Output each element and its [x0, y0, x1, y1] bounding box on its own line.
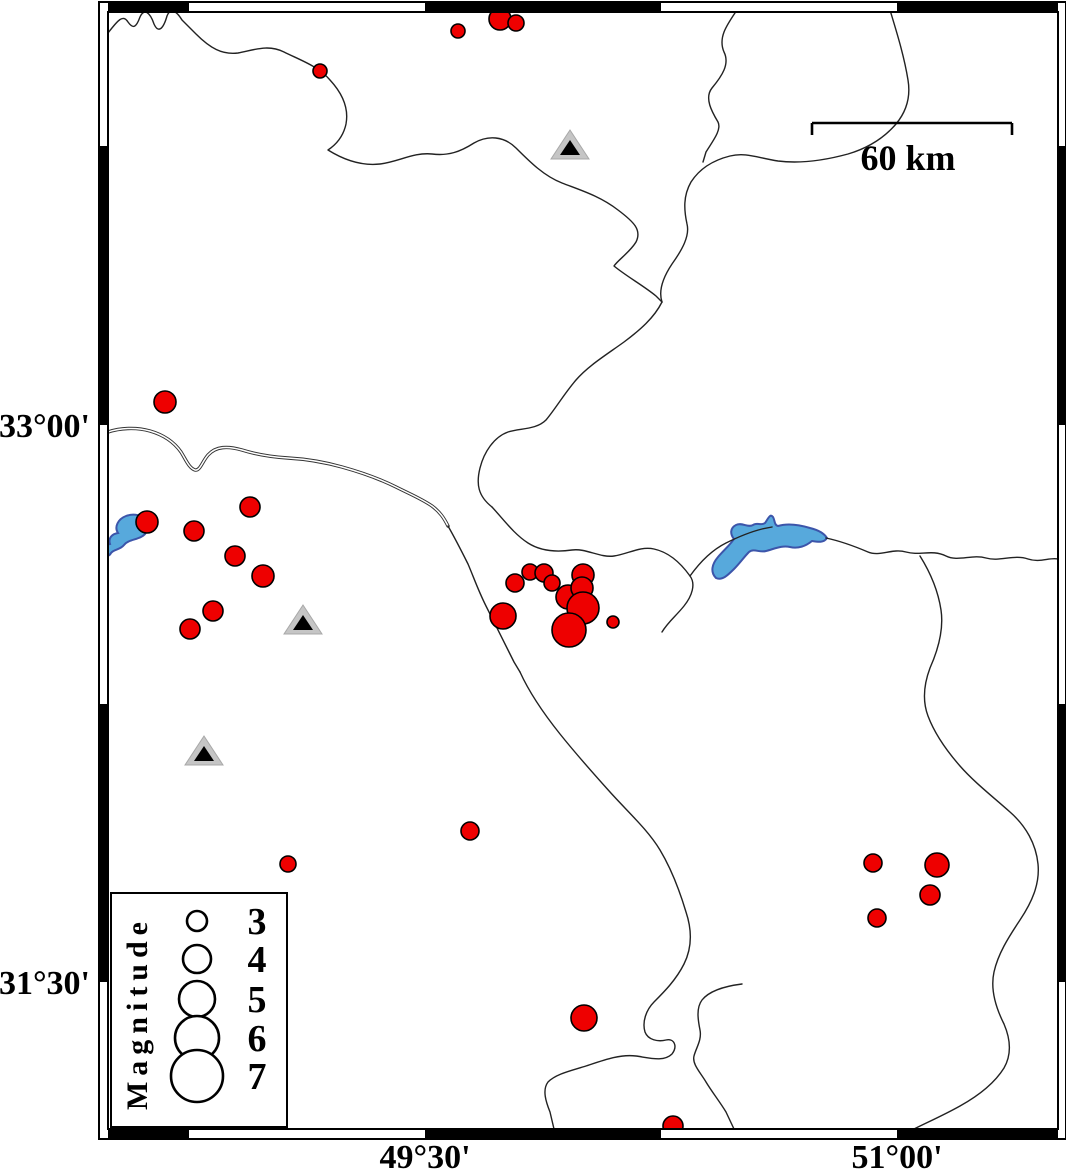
earthquake-marker: [489, 602, 517, 630]
earthquake-marker: [924, 852, 950, 878]
legend-magnitude-circle: [185, 909, 209, 933]
frame-seg: [1058, 704, 1066, 982]
border-line-south: [519, 671, 691, 1129]
legend-value-5: 5: [248, 979, 267, 1021]
earthquake-marker: [606, 615, 620, 629]
earthquake-marker: [507, 14, 525, 32]
border-lines-layer: [108, 12, 1058, 1129]
earthquake-marker: [662, 1115, 684, 1129]
legend-value-7: 7: [248, 1056, 267, 1098]
station-triangle-inner: [560, 140, 580, 155]
lake-large: [711, 514, 829, 580]
frame-seg: [99, 146, 108, 425]
border-line-central-west: [477, 301, 663, 508]
axis-label-lat-33: 33°00': [0, 408, 90, 445]
frame-seg: [108, 2, 189, 12]
earthquake-marker: [202, 600, 224, 622]
earthquake-marker: [251, 564, 275, 588]
earthquake-marker: [460, 821, 480, 841]
earthquake-marker: [224, 545, 246, 567]
earthquake-marker: [551, 612, 587, 648]
earthquake-marker: [570, 1004, 598, 1032]
frame-band-left: [99, 2, 108, 1139]
legend-magnitude-circle: [181, 943, 213, 975]
frame-seg: [897, 2, 1058, 12]
scale-bar: 60 km: [810, 121, 1014, 178]
frame-outer-line: [98, 1, 1066, 1140]
legend-title: Magnitude: [121, 916, 154, 1110]
border-line-lake-crossing: [689, 526, 1058, 577]
legend-value-6: 6: [248, 1018, 267, 1060]
station-layer: [184, 129, 590, 766]
border-line-north: [702, 12, 737, 163]
earthquake-marker: [179, 618, 201, 640]
frame-seg: [108, 1129, 189, 1139]
earthquake-marker: [505, 573, 525, 593]
scale-bar-label: 60 km: [860, 138, 955, 178]
earthquake-marker: [312, 63, 328, 79]
station-triangle-inner: [194, 746, 214, 761]
earthquake-marker: [153, 390, 177, 414]
frame-seg: [1058, 146, 1066, 425]
legend-value-4: 4: [248, 939, 267, 981]
border-line-east: [913, 555, 1039, 1129]
earthquake-marker: [543, 574, 561, 592]
frame-seg: [425, 1129, 661, 1139]
axis-label-lon-4930: 49°30': [379, 1139, 470, 1176]
earthquake-marker: [183, 520, 205, 542]
earthquake-marker: [135, 510, 159, 534]
frame-seg: [99, 704, 108, 982]
earthquake-marker: [919, 884, 941, 906]
axis-labels: 33°00' 31°30' 49°30' 51°00': [0, 408, 943, 1176]
frame-seg: [425, 2, 661, 12]
river-west-core: [108, 427, 449, 527]
border-line-northwest: [108, 12, 663, 303]
axis-label-lon-5100: 51°00': [851, 1139, 942, 1176]
map-frame: [98, 1, 1066, 1140]
border-line-south-east: [692, 983, 743, 1129]
legend-circles: [169, 909, 225, 1104]
border-line-lake-west: [491, 506, 694, 633]
earthquake-marker: [863, 853, 883, 873]
legend-value-3: 3: [248, 901, 267, 943]
river-north-outline: [660, 12, 910, 303]
axis-label-lat-3130: 31°30': [0, 965, 90, 1002]
earthquake-marker: [239, 496, 261, 518]
border-line-center: [447, 525, 521, 673]
frame-band-right: [1058, 2, 1066, 1139]
legend-magnitude-circle: [177, 979, 217, 1019]
earthquake-layer: [135, 12, 950, 1129]
earthquake-marker: [867, 908, 887, 928]
scale-bar-bracket: [810, 121, 1014, 135]
station-triangle-inner: [293, 615, 313, 630]
frame-seg: [897, 1129, 1058, 1139]
earthquake-marker: [279, 855, 297, 873]
frame-inner-line: [107, 11, 1059, 1130]
legend: Magnitude 3 4 5 6 7: [110, 892, 288, 1128]
earthquake-marker: [450, 23, 466, 39]
legend-magnitude-circle: [169, 1048, 225, 1104]
